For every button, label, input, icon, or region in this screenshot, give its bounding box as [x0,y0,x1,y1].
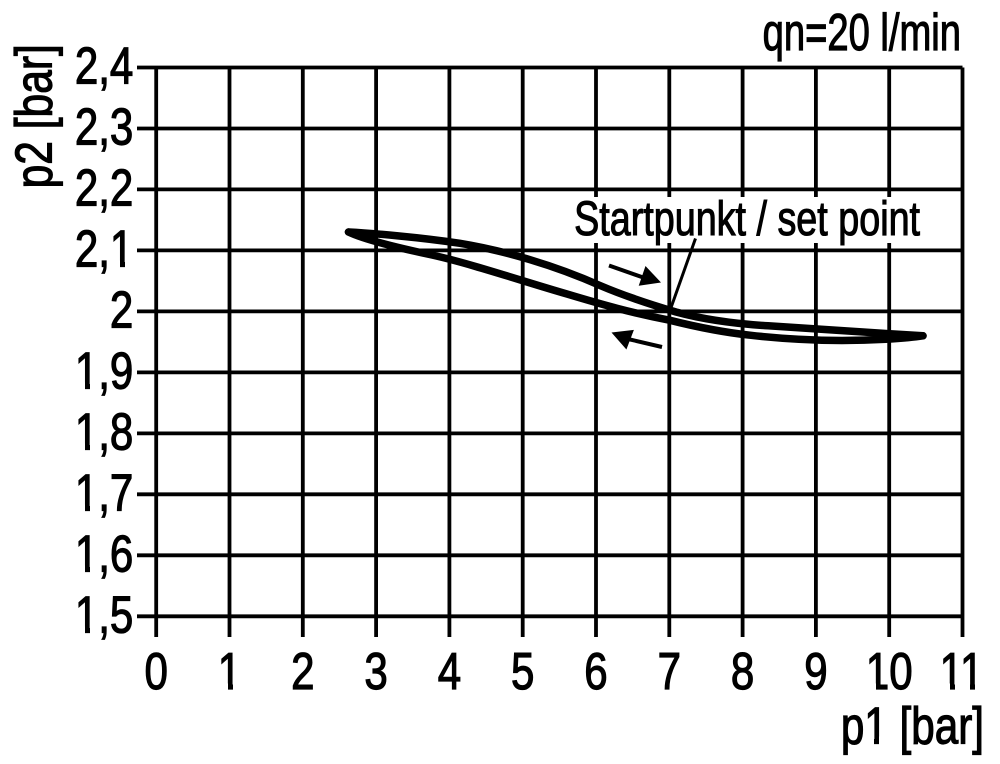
svg-text:p1 [bar]: p1 [bar] [841,697,984,755]
svg-text:1,5: 1,5 [75,586,133,644]
svg-text:3: 3 [364,643,387,701]
svg-text:2,3: 2,3 [75,98,133,156]
svg-text:1,9: 1,9 [75,342,133,400]
svg-text:7: 7 [658,643,681,701]
svg-text:4: 4 [438,643,461,701]
svg-text:8: 8 [731,643,754,701]
svg-text:2: 2 [291,643,314,701]
svg-text:1: 1 [218,643,241,701]
svg-text:10: 10 [866,643,913,701]
svg-text:2,4: 2,4 [75,37,133,95]
svg-text:9: 9 [804,643,827,701]
svg-text:1,6: 1,6 [75,525,133,583]
svg-text:1,7: 1,7 [75,464,133,522]
svg-text:11: 11 [940,643,984,701]
svg-text:2,2: 2,2 [75,159,133,217]
svg-text:5: 5 [511,643,534,701]
svg-text:qn=20 l/min: qn=20 l/min [763,3,961,61]
svg-text:6: 6 [584,643,607,701]
svg-text:2,1: 2,1 [75,220,133,278]
svg-text:0: 0 [144,643,167,701]
svg-text:1,8: 1,8 [75,403,133,461]
svg-text:Startpunkt / set point: Startpunkt / set point [574,193,920,246]
svg-text:2: 2 [110,281,133,339]
svg-text:p2 [bar]: p2 [bar] [5,44,63,188]
